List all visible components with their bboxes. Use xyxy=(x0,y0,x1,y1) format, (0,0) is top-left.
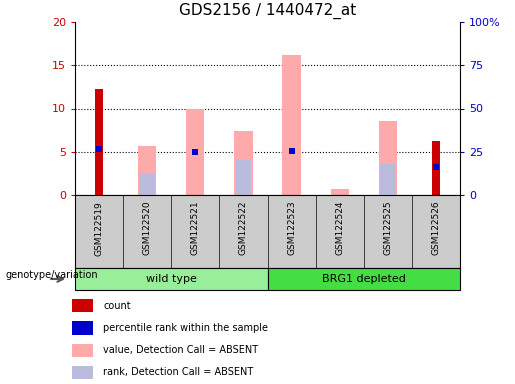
Text: GSM122522: GSM122522 xyxy=(239,201,248,255)
Bar xyxy=(267,268,460,290)
Bar xyxy=(331,189,349,195)
Bar xyxy=(72,321,93,334)
Bar xyxy=(432,141,440,195)
Bar xyxy=(72,344,93,357)
Bar xyxy=(380,164,396,195)
Text: GSM122520: GSM122520 xyxy=(143,201,152,255)
Bar xyxy=(186,109,204,195)
Text: value, Detection Call = ABSENT: value, Detection Call = ABSENT xyxy=(103,345,258,355)
Text: wild type: wild type xyxy=(146,274,197,284)
Bar xyxy=(75,268,267,290)
Bar xyxy=(140,173,155,195)
Bar xyxy=(72,366,93,379)
Text: count: count xyxy=(103,301,131,311)
Text: GSM122521: GSM122521 xyxy=(191,201,200,255)
Text: genotype/variation: genotype/variation xyxy=(5,270,98,280)
Bar xyxy=(95,89,103,195)
Text: rank, Detection Call = ABSENT: rank, Detection Call = ABSENT xyxy=(103,367,253,377)
Text: GSM122523: GSM122523 xyxy=(287,201,296,255)
Text: percentile rank within the sample: percentile rank within the sample xyxy=(103,323,268,333)
Text: GSM122519: GSM122519 xyxy=(95,201,104,256)
Bar xyxy=(138,146,157,195)
Bar xyxy=(282,55,301,195)
Text: BRG1 depleted: BRG1 depleted xyxy=(322,274,406,284)
Text: GSM122524: GSM122524 xyxy=(335,201,344,255)
Bar xyxy=(234,131,252,195)
Bar xyxy=(379,121,397,195)
Text: GSM122526: GSM122526 xyxy=(432,201,440,255)
Text: GSM122525: GSM122525 xyxy=(383,201,392,255)
Title: GDS2156 / 1440472_at: GDS2156 / 1440472_at xyxy=(179,3,356,19)
Bar xyxy=(72,299,93,312)
Bar xyxy=(236,159,251,195)
